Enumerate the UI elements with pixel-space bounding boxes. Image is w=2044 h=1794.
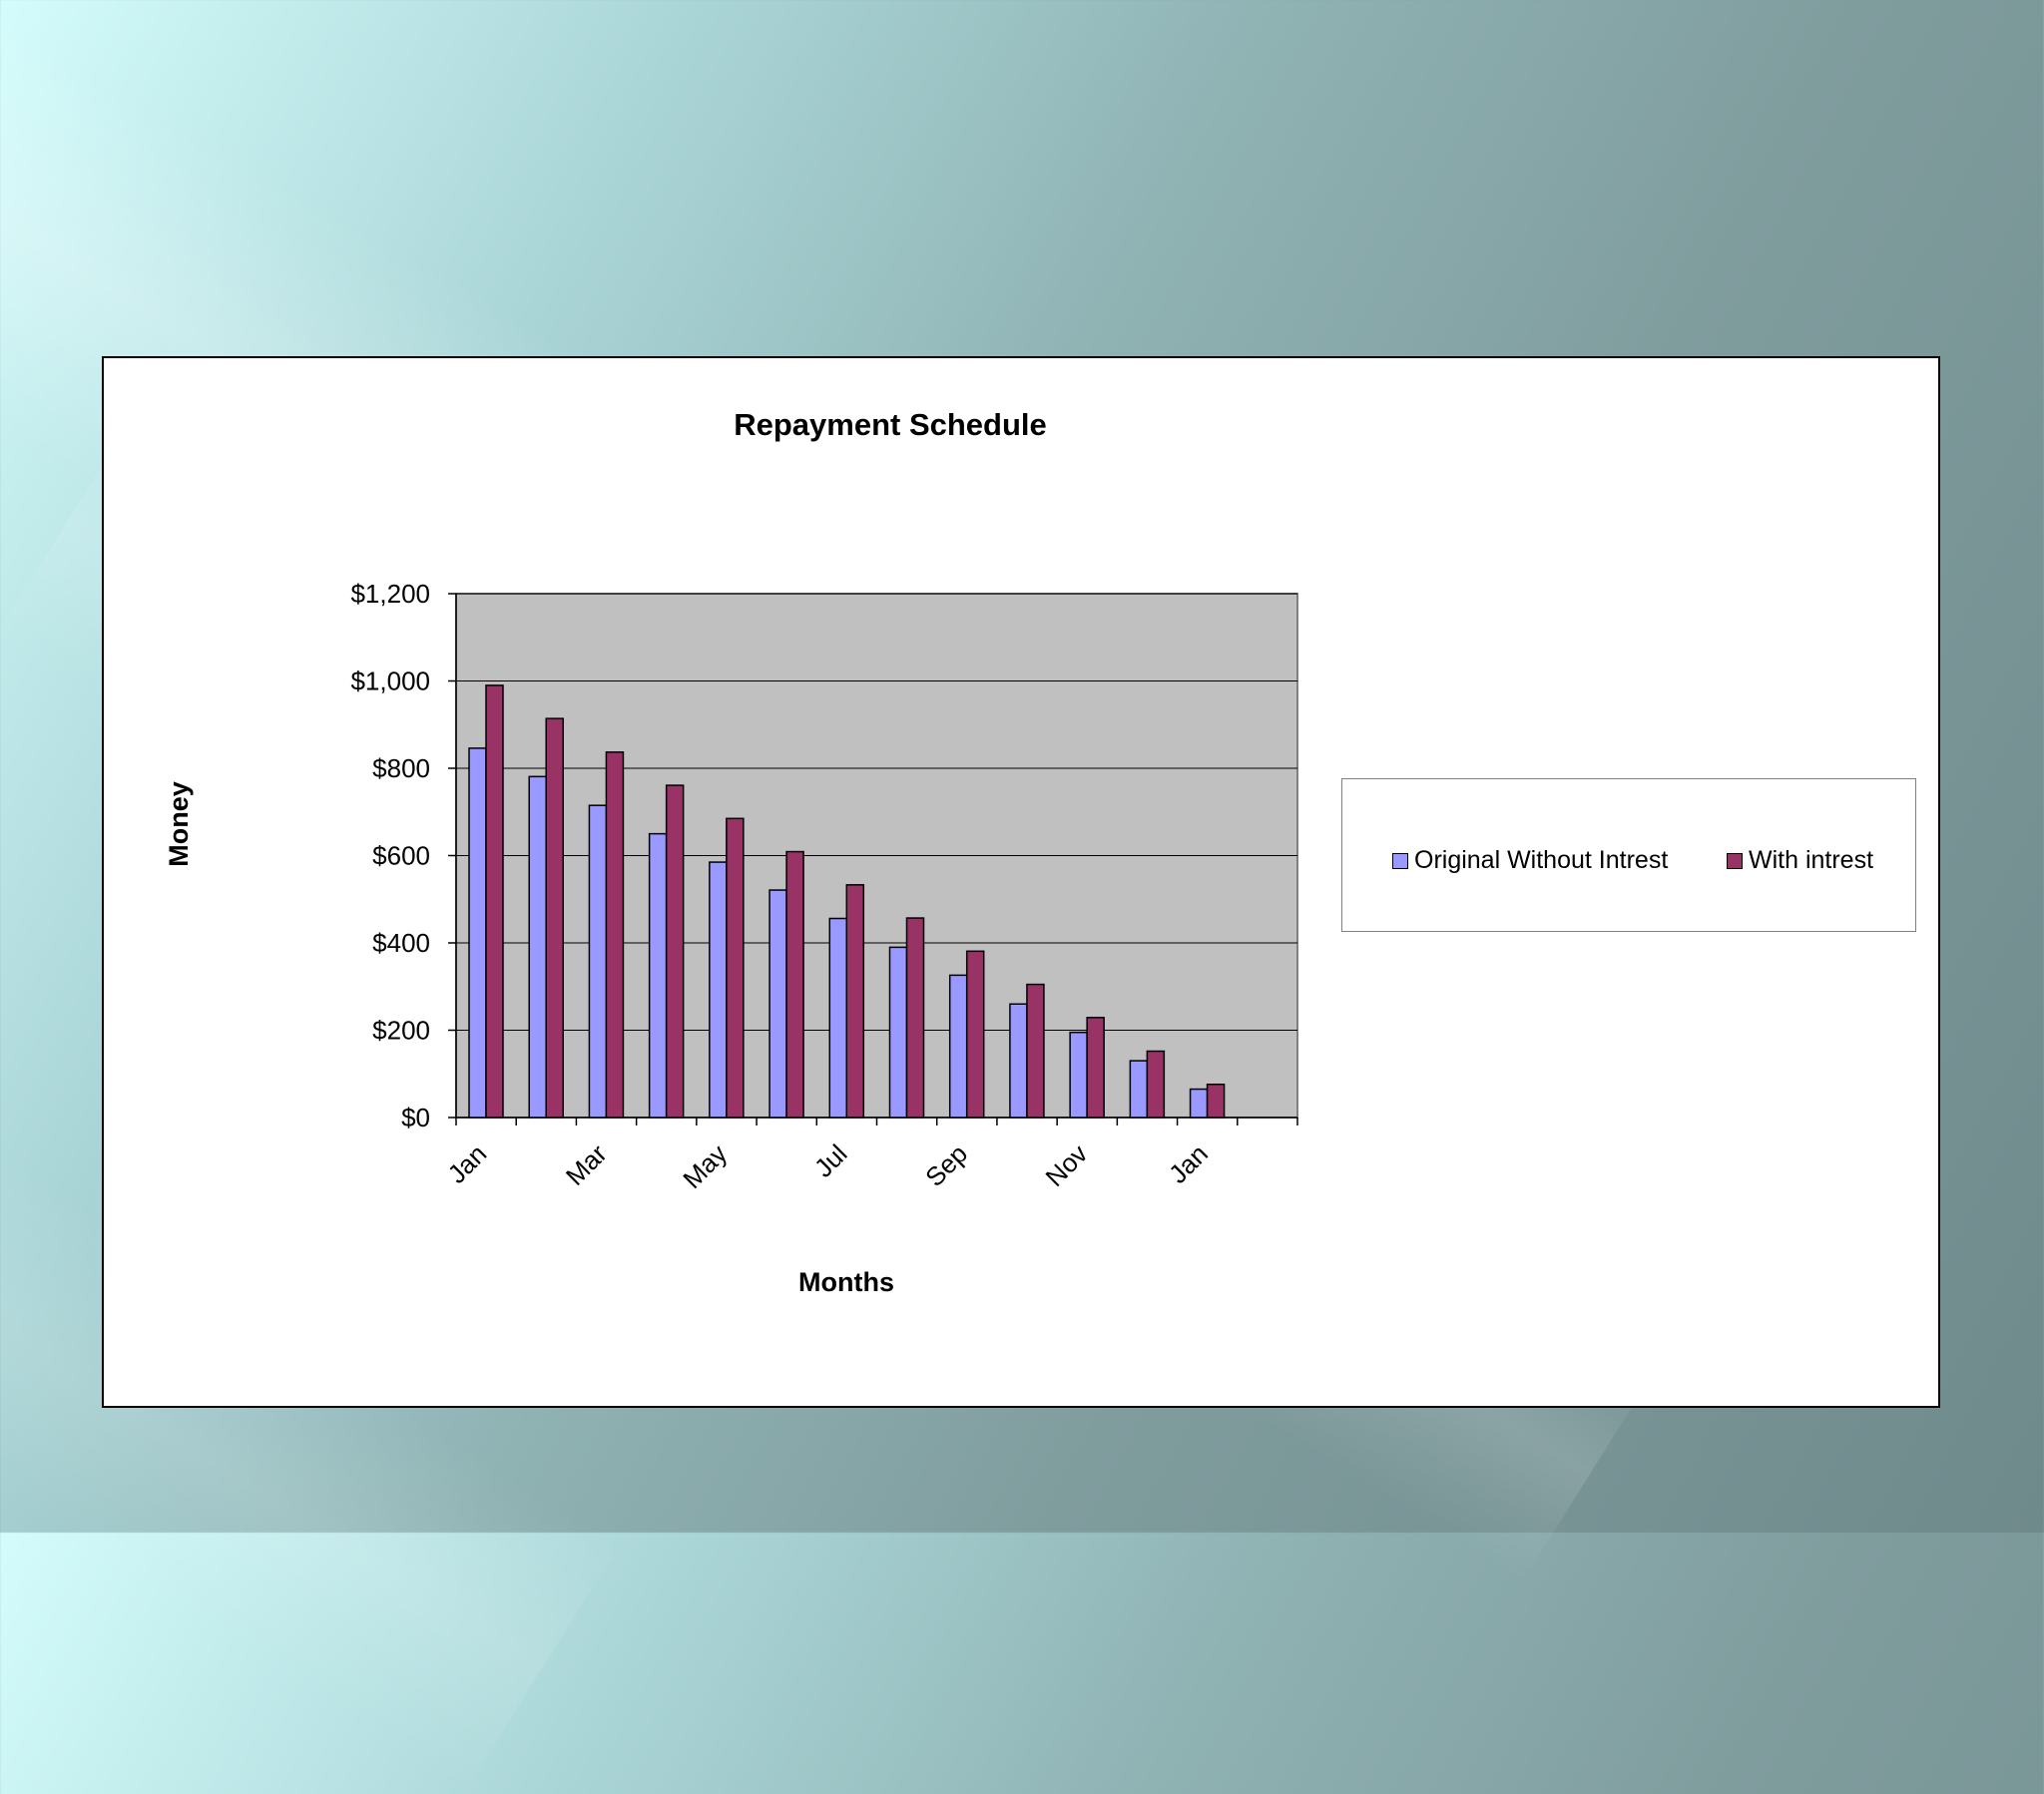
plot-area: $0 $200 $400 $600 $800 $1,000 $1,200 Jan Mar May J…	[350, 579, 1298, 1194]
x-tick-label: Nov	[1040, 1138, 1094, 1192]
bar-original	[828, 917, 848, 1119]
bar-with-interest	[845, 884, 865, 1119]
x-tick-label: Sep	[919, 1138, 973, 1192]
x-tick-label: Mar	[560, 1138, 613, 1191]
bar-with-interest	[485, 684, 504, 1119]
bar-original	[1009, 1003, 1028, 1119]
bar-original	[948, 974, 968, 1119]
x-tick-label: Jul	[808, 1138, 853, 1183]
legend-swatch-with-interest	[1727, 852, 1743, 869]
bar-with-interest	[605, 751, 625, 1119]
chart-title: Repayment Schedule	[734, 407, 1047, 442]
bar-with-interest	[1026, 983, 1045, 1119]
legend-label-original: Original Without Intrest	[1414, 846, 1669, 874]
legend-item-with-interest: With intrest	[1727, 846, 1873, 875]
chart-svg: Repayment Schedule Months Money $0 $200 $4…	[164, 407, 1298, 1297]
bar-with-interest	[965, 950, 985, 1119]
bar-with-interest	[1146, 1050, 1166, 1119]
y-tick-label: $1,000	[350, 667, 430, 696]
bar-original	[588, 804, 608, 1119]
bar-with-interest	[1206, 1084, 1226, 1119]
bar-with-interest	[905, 917, 925, 1119]
bar-with-interest	[785, 850, 804, 1119]
bar-original	[528, 775, 547, 1119]
x-axis-label: Months	[798, 1267, 894, 1297]
chart-panel: Repayment Schedule Months Money $0 $200 $4…	[102, 356, 1940, 1408]
legend-swatch-original	[1392, 852, 1408, 869]
bar-with-interest	[726, 817, 745, 1119]
y-tick-label: $200	[372, 1016, 430, 1046]
legend-label-with-interest: With intrest	[1749, 846, 1874, 874]
y-tick-label: $0	[401, 1103, 430, 1132]
bar-original	[1189, 1088, 1209, 1119]
y-tick-label: $1,200	[350, 579, 430, 609]
y-axis-label: Money	[164, 781, 194, 867]
bar-with-interest	[665, 784, 685, 1119]
bar-original	[1129, 1060, 1149, 1119]
bar-original	[468, 747, 487, 1119]
bar-with-interest	[545, 717, 564, 1119]
y-tick-label: $600	[372, 841, 430, 871]
bar-original	[1069, 1031, 1088, 1119]
y-tick-label: $400	[372, 928, 430, 958]
x-tick-label: Jan	[1163, 1138, 1214, 1189]
bar-with-interest	[1086, 1017, 1105, 1119]
bar-original	[709, 861, 728, 1119]
bar-original	[888, 946, 908, 1119]
x-tick-label: Jan	[441, 1138, 492, 1189]
legend-item-original: Original Without Intrest	[1392, 846, 1668, 875]
y-tick-label: $800	[372, 753, 430, 783]
bar-original	[648, 832, 668, 1119]
x-tick-label: May	[677, 1138, 733, 1194]
legend: Original Without Intrest With intrest	[1341, 778, 1916, 932]
bar-original	[768, 889, 787, 1119]
